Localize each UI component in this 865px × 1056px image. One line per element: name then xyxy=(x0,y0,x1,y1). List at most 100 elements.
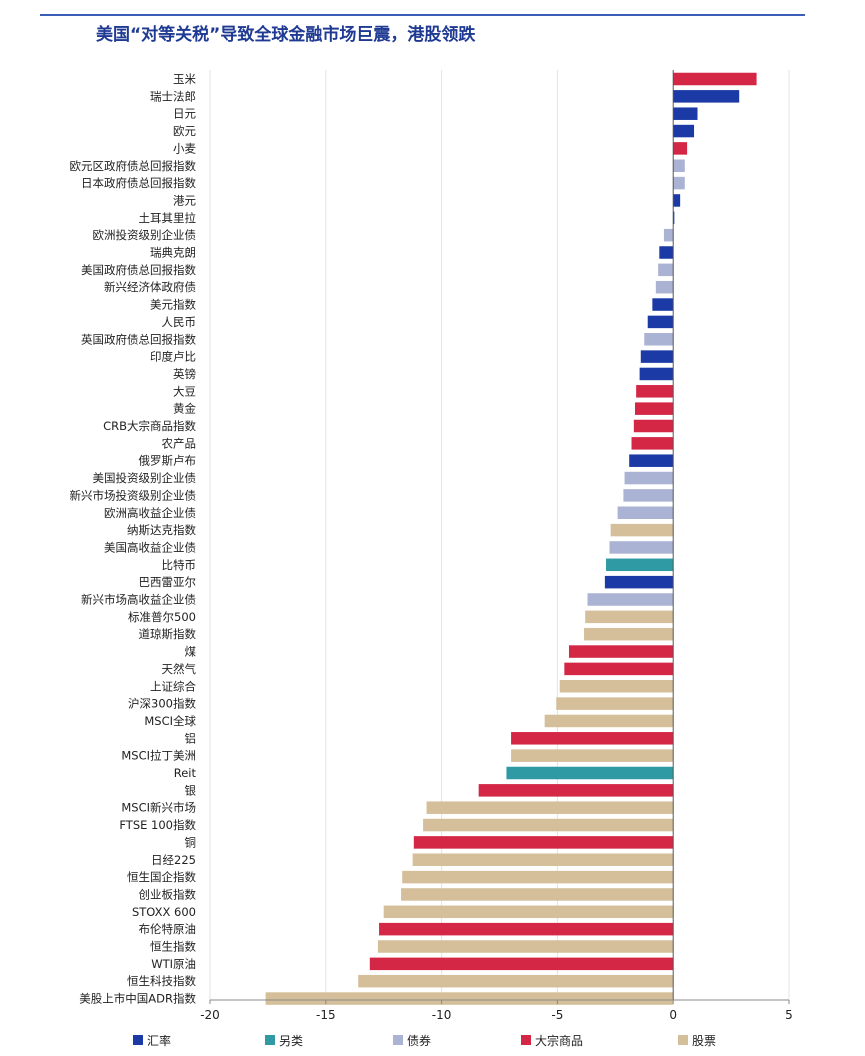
category-label: 日本政府债总回报指数 xyxy=(81,176,196,190)
x-tick-label: -20 xyxy=(200,1008,220,1022)
bar xyxy=(673,142,688,155)
x-tick-label: -15 xyxy=(316,1008,336,1022)
category-label: 恒生指数 xyxy=(150,940,196,954)
category-label: 铝 xyxy=(185,731,197,745)
category-label: 瑞士法郎 xyxy=(150,89,196,103)
category-label: 黄金 xyxy=(173,402,196,416)
category-label: 印度卢比 xyxy=(150,350,196,364)
category-label: 铜 xyxy=(185,835,197,849)
legend-swatch xyxy=(678,1035,688,1045)
bar xyxy=(423,818,674,832)
bar xyxy=(265,992,674,1005)
bar xyxy=(401,888,674,901)
bar xyxy=(631,437,674,450)
bar xyxy=(636,385,674,398)
bar xyxy=(568,645,674,658)
category-label: 银 xyxy=(185,783,197,797)
title-rule xyxy=(40,14,805,16)
category-label: 人民币 xyxy=(162,315,197,329)
category-label: 玉米 xyxy=(173,72,196,86)
category-label: 美国高收益企业债 xyxy=(104,540,196,554)
bar xyxy=(412,853,674,866)
bar xyxy=(606,558,674,572)
category-label: 日经225 xyxy=(151,853,196,867)
legend-label: 大宗商品 xyxy=(535,1033,583,1048)
chart-title: 美国“对等关税”导致全球金融市场巨震，港股领跌 xyxy=(96,25,476,45)
bar xyxy=(609,541,674,554)
bar xyxy=(652,298,674,311)
bar xyxy=(673,124,695,138)
bar xyxy=(369,957,674,971)
bar xyxy=(377,940,674,953)
bar xyxy=(673,176,685,190)
x-tick-label: 5 xyxy=(785,1008,793,1022)
category-label: 土耳其里拉 xyxy=(139,211,197,225)
bar xyxy=(658,263,674,277)
category-label: 欧元区政府债总回报指数 xyxy=(70,159,197,173)
bar xyxy=(673,194,681,207)
category-label: 欧元 xyxy=(173,124,196,138)
category-label: 纳斯达克指数 xyxy=(127,523,196,537)
category-label: 美国政府债总回报指数 xyxy=(81,263,196,277)
bar xyxy=(655,280,674,294)
bar xyxy=(604,575,674,589)
category-label: 瑞典克朗 xyxy=(150,246,196,260)
category-label: 日元 xyxy=(173,107,196,121)
category-label: 标准普尔500 xyxy=(128,610,196,624)
category-label: 美元指数 xyxy=(150,298,196,312)
category-label: 上证综合 xyxy=(150,679,196,693)
legend-swatch xyxy=(265,1035,275,1045)
legend-swatch xyxy=(133,1035,143,1045)
category-label: 沪深300指数 xyxy=(128,697,196,711)
legend-label: 汇率 xyxy=(147,1033,171,1048)
bar xyxy=(673,72,757,86)
category-label: WTI原油 xyxy=(151,957,196,971)
bar xyxy=(402,870,674,884)
category-label: 港元 xyxy=(173,193,196,207)
bar xyxy=(673,159,685,172)
legend-label: 债券 xyxy=(407,1033,431,1048)
category-label: MSCI拉丁美洲 xyxy=(121,749,196,763)
bar xyxy=(587,593,674,606)
legend-label: 股票 xyxy=(692,1034,716,1048)
bar xyxy=(585,610,674,624)
bar xyxy=(644,333,674,346)
legend-label: 另类 xyxy=(279,1034,303,1048)
bar xyxy=(358,974,674,988)
category-label: 煤 xyxy=(185,645,197,659)
bar xyxy=(629,454,674,467)
category-label: 欧洲高收益企业债 xyxy=(104,506,196,520)
x-tick-label: 0 xyxy=(669,1008,677,1022)
category-label: CRB大宗商品指数 xyxy=(103,419,196,433)
x-tick-label: -5 xyxy=(551,1008,563,1022)
category-label: 新兴经济体政府债 xyxy=(104,280,196,294)
category-label: 欧洲投资级别企业债 xyxy=(93,228,197,242)
category-label: 美国投资级别企业债 xyxy=(93,471,197,485)
bar xyxy=(640,350,674,363)
category-label: 天然气 xyxy=(162,662,197,676)
category-label: 新兴市场高收益企业债 xyxy=(81,593,196,607)
category-label: 新兴市场投资级别企业债 xyxy=(70,488,197,502)
legend-swatch xyxy=(521,1035,531,1045)
bar xyxy=(634,402,674,415)
category-label: 农产品 xyxy=(162,436,197,450)
bar xyxy=(623,489,674,502)
category-label: 小麦 xyxy=(173,141,196,155)
category-label: 恒生科技指数 xyxy=(127,974,196,988)
bar xyxy=(673,90,740,103)
bar xyxy=(624,471,674,485)
bar xyxy=(617,506,674,519)
legend-swatch xyxy=(393,1035,403,1045)
category-label: 创业板指数 xyxy=(139,887,197,901)
bar xyxy=(663,228,674,242)
category-label: 恒生国企指数 xyxy=(127,870,196,884)
bar xyxy=(511,732,674,745)
bar xyxy=(383,905,674,919)
bar xyxy=(639,367,674,381)
category-label: 比特币 xyxy=(162,558,197,572)
x-tick-label: -10 xyxy=(432,1008,452,1022)
category-label: 美股上市中国ADR指数 xyxy=(79,992,196,1006)
category-label: 大豆 xyxy=(173,384,196,398)
bar xyxy=(559,680,674,693)
